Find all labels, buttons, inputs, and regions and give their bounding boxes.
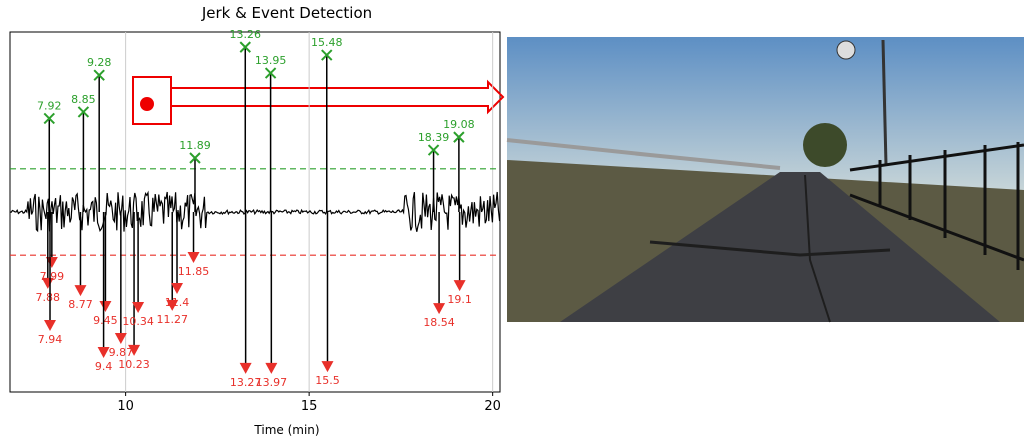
- trough-marker: [433, 303, 445, 314]
- trough-label: 9.45: [93, 314, 118, 327]
- trough-label: 8.77: [68, 298, 93, 311]
- figure: Jerk & Event Detection Time (min) 10 15 20…: [0, 0, 1024, 440]
- plot: 10 15 20 7.92 8.85 9.28 11.89 13.26 13.95 15.48 18…: [10, 28, 501, 414]
- trough-label: 11.27: [156, 313, 188, 326]
- peak-label: 19.08: [443, 118, 475, 131]
- peak-label: 18.39: [418, 131, 450, 144]
- trough-label: 13.97: [256, 376, 288, 389]
- trough-marker: [42, 278, 54, 289]
- trough-marker: [188, 252, 200, 263]
- x-axis-label: Time (min): [253, 423, 319, 437]
- peak-label: 9.28: [87, 56, 112, 69]
- trough-label: 7.94: [38, 333, 63, 346]
- trough-marker: [265, 363, 277, 374]
- trough-label: 11.4: [165, 296, 190, 309]
- trough-label: 10.34: [122, 315, 154, 328]
- road-photo: [507, 37, 1024, 322]
- trough-label: 15.5: [315, 374, 340, 387]
- peak-label: 15.48: [311, 36, 343, 49]
- zoom-annotation: [133, 77, 503, 124]
- trough-marker: [454, 280, 466, 291]
- trough-marker: [74, 285, 86, 296]
- peak-label: 11.89: [179, 139, 211, 152]
- trough-label: 10.23: [118, 358, 150, 371]
- x-tick-label: 10: [117, 399, 134, 414]
- peak-label: 13.95: [255, 54, 287, 67]
- peak-label: 7.92: [37, 99, 62, 112]
- trough-marker: [115, 333, 127, 344]
- x-tick-label: 15: [301, 399, 318, 414]
- x-tick-label: 20: [484, 399, 501, 414]
- chart-title: Jerk & Event Detection: [201, 4, 372, 22]
- trough-label: 11.85: [178, 265, 210, 278]
- trough-label: 7.88: [36, 291, 61, 304]
- trough-marker: [240, 363, 252, 374]
- trough-label: 18.54: [423, 316, 455, 329]
- peak-label: 8.85: [71, 93, 96, 106]
- peak-label: 13.26: [230, 28, 262, 41]
- trough-label: 19.1: [447, 293, 472, 306]
- trough-marker: [44, 320, 56, 331]
- trough-marker: [99, 301, 111, 312]
- trough-marker: [321, 361, 333, 372]
- trough-label: 9.4: [95, 360, 113, 373]
